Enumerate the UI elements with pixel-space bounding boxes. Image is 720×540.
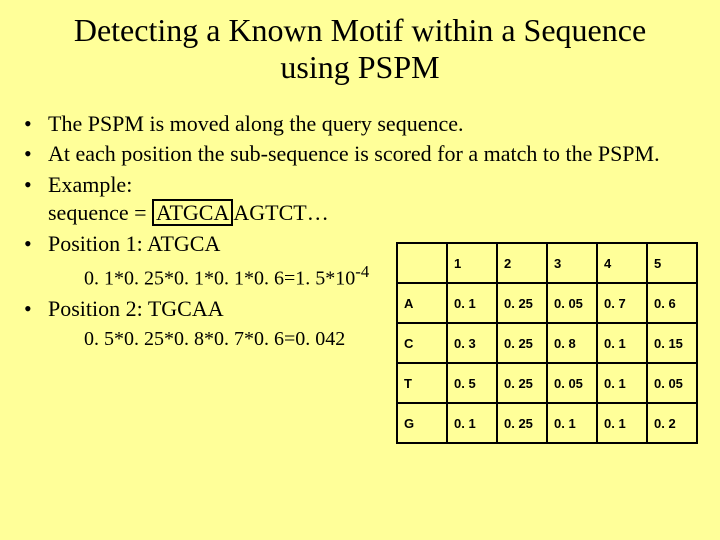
table-cell: 0. 25 <box>497 363 547 403</box>
table-cell: 0. 3 <box>447 323 497 363</box>
sequence-suffix: AGTCT… <box>233 200 328 225</box>
row-header: A <box>397 283 447 323</box>
col-header: 1 <box>447 243 497 283</box>
table-cell: 0. 1 <box>597 363 647 403</box>
col-header: 3 <box>547 243 597 283</box>
table-header-row: 1 2 3 4 5 <box>397 243 697 283</box>
table-cell: 0. 05 <box>547 283 597 323</box>
sequence-box: ATGCA <box>152 199 233 226</box>
table-cell: 0. 1 <box>447 283 497 323</box>
table-cell: 0. 15 <box>647 323 697 363</box>
col-header: 2 <box>497 243 547 283</box>
table-cell: 0. 25 <box>497 283 547 323</box>
table-row: C 0. 3 0. 25 0. 8 0. 1 0. 15 <box>397 323 697 363</box>
col-header: 5 <box>647 243 697 283</box>
bullet-text: Example: sequence = ATGCAAGTCT… <box>48 171 696 228</box>
row-header: C <box>397 323 447 363</box>
table-cell: 0. 1 <box>597 323 647 363</box>
bullet-3: • Example: sequence = ATGCAAGTCT… <box>24 171 696 228</box>
calc-exponent: -4 <box>355 262 369 281</box>
sequence-prefix: sequence = <box>48 200 152 225</box>
bullet-2: • At each position the sub-sequence is s… <box>24 140 696 169</box>
table-cell: 0. 1 <box>447 403 497 443</box>
table-corner <box>397 243 447 283</box>
bullet-text: The PSPM is moved along the query sequen… <box>48 110 696 139</box>
bullet-dot: • <box>24 110 48 139</box>
table-cell: 0. 05 <box>647 363 697 403</box>
example-label: Example: <box>48 172 132 197</box>
table-cell: 0. 05 <box>547 363 597 403</box>
table-cell: 0. 7 <box>597 283 647 323</box>
table-cell: 0. 1 <box>597 403 647 443</box>
bullet-dot: • <box>24 230 48 259</box>
table-row: G 0. 1 0. 25 0. 1 0. 1 0. 2 <box>397 403 697 443</box>
table-cell: 0. 2 <box>647 403 697 443</box>
bullet-text: At each position the sub-sequence is sco… <box>48 140 696 169</box>
row-header: T <box>397 363 447 403</box>
table-cell: 0. 25 <box>497 403 547 443</box>
bullet-dot: • <box>24 140 48 169</box>
col-header: 4 <box>597 243 647 283</box>
bullet-dot: • <box>24 171 48 228</box>
row-header: G <box>397 403 447 443</box>
table-row: T 0. 5 0. 25 0. 05 0. 1 0. 05 <box>397 363 697 403</box>
calc-text: 0. 1*0. 25*0. 1*0. 1*0. 6=1. 5*10 <box>84 267 355 289</box>
table-cell: 0. 25 <box>497 323 547 363</box>
table-cell: 0. 1 <box>547 403 597 443</box>
table-cell: 0. 5 <box>447 363 497 403</box>
page-title: Detecting a Known Motif within a Sequenc… <box>0 0 720 96</box>
pspm-table: 1 2 3 4 5 A 0. 1 0. 25 0. 05 0. 7 0. 6 C… <box>396 242 698 444</box>
table-cell: 0. 6 <box>647 283 697 323</box>
table-row: A 0. 1 0. 25 0. 05 0. 7 0. 6 <box>397 283 697 323</box>
table-cell: 0. 8 <box>547 323 597 363</box>
bullet-1: • The PSPM is moved along the query sequ… <box>24 110 696 139</box>
bullet-dot: • <box>24 295 48 324</box>
